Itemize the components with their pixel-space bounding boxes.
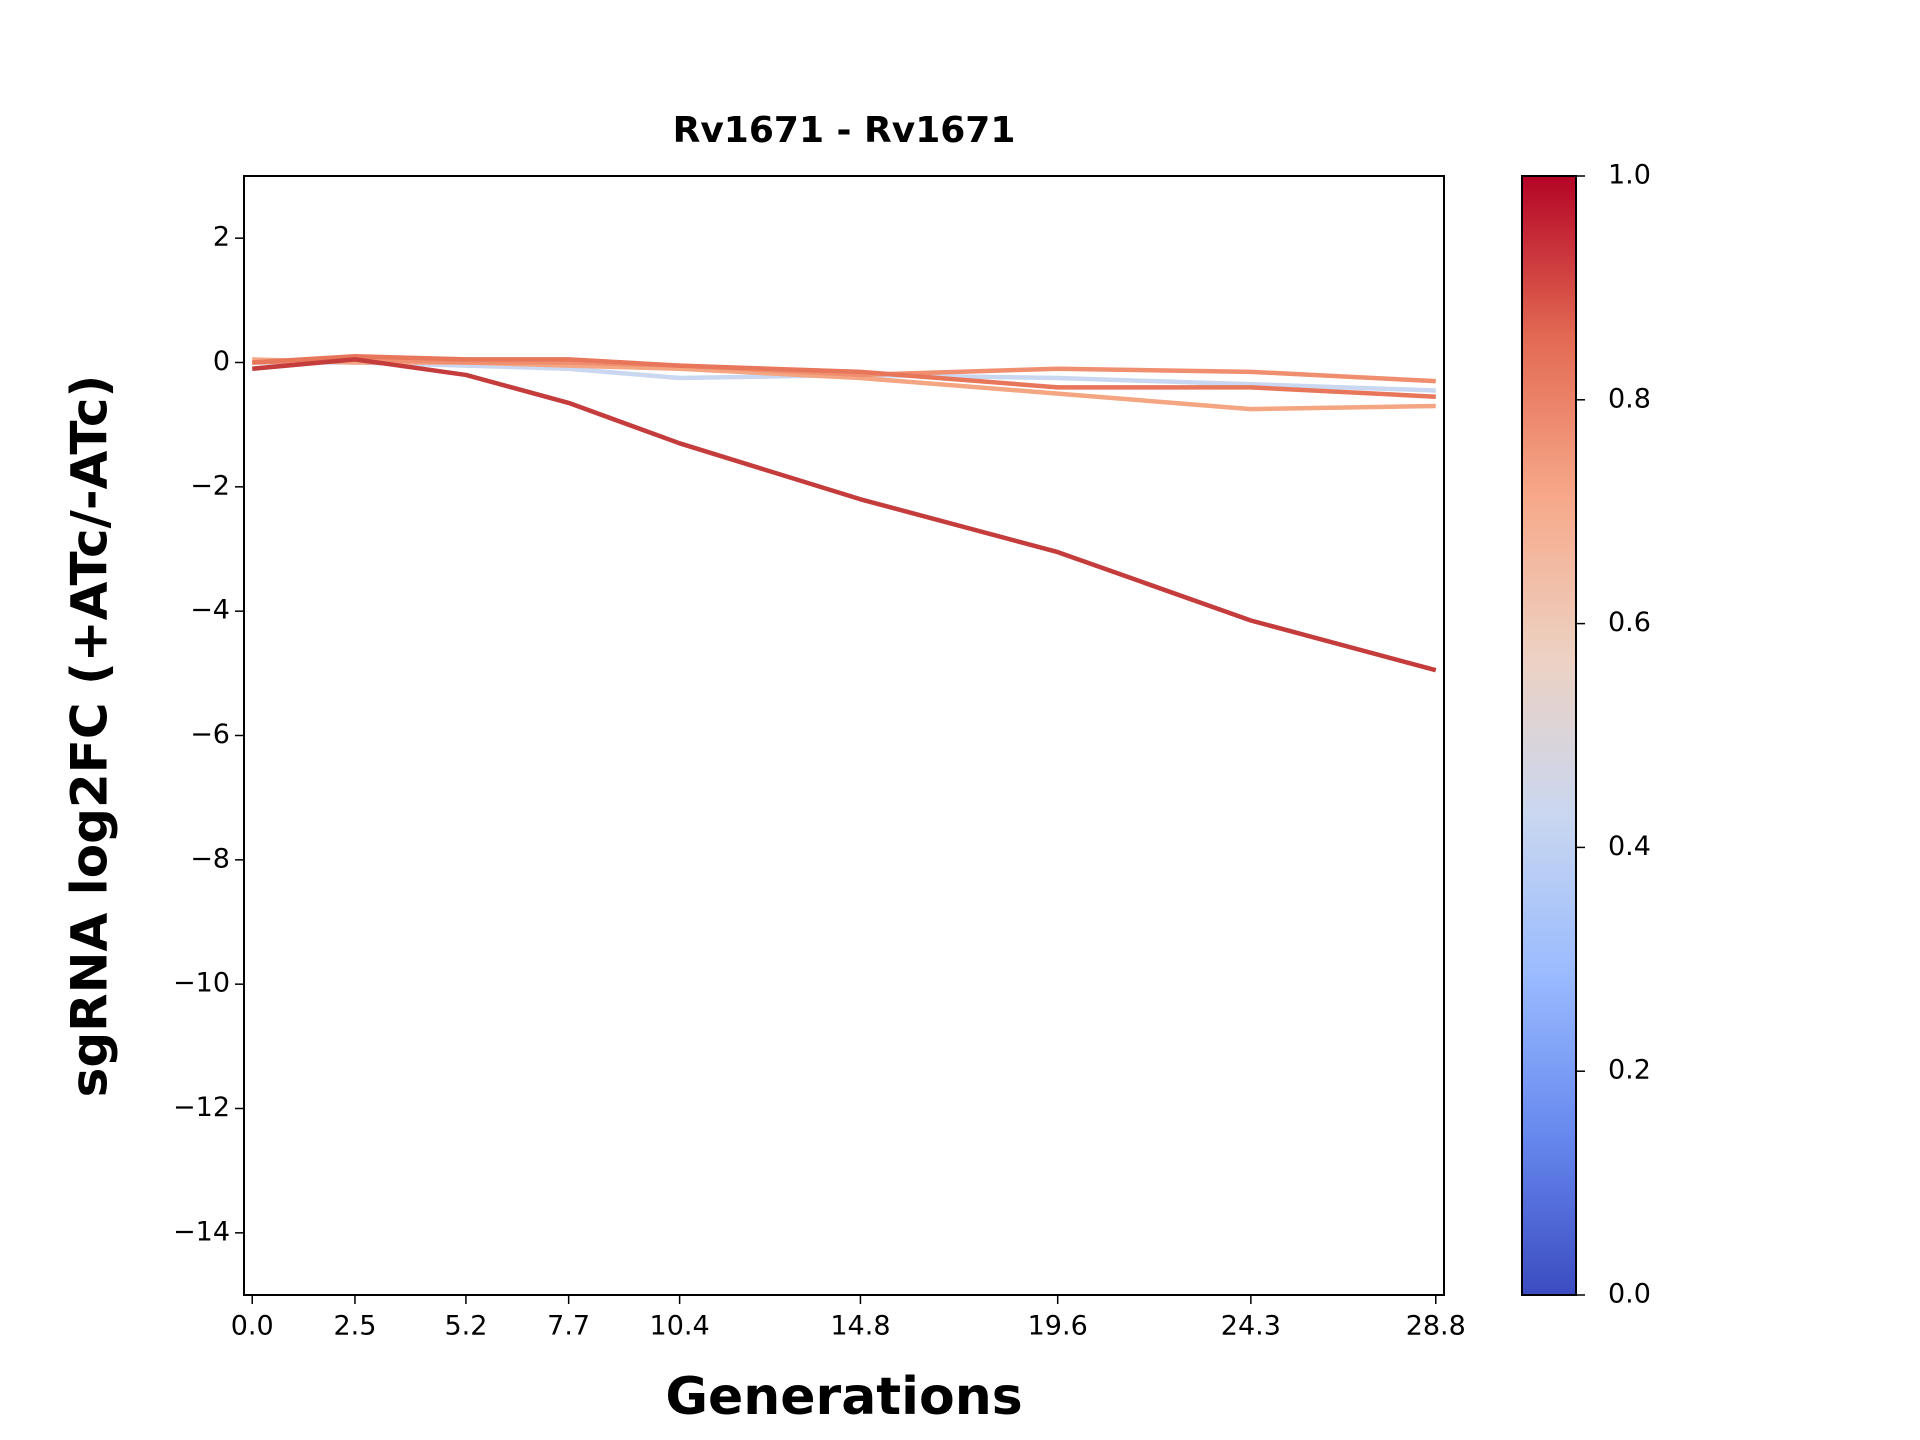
series-line [252, 357, 1437, 673]
colorbar-tick-label: 0.4 [1608, 831, 1651, 862]
y-tick-label: −8 [190, 843, 230, 874]
x-tick-label: 0.0 [231, 1311, 274, 1342]
colorbar-tick-label: 1.0 [1608, 160, 1651, 191]
y-tick-label: −12 [173, 1092, 230, 1123]
colorbar-tick-label: 0.8 [1608, 383, 1651, 414]
x-axis-label: Generations [665, 1367, 1022, 1427]
x-tick-label: 24.3 [1221, 1311, 1281, 1342]
y-tick-label: −10 [173, 968, 230, 999]
colorbar [1521, 175, 1577, 1296]
colorbar-tick-label: 0.2 [1608, 1055, 1651, 1086]
colorbar-tick-label: 0.6 [1608, 607, 1651, 638]
x-tick-label: 14.8 [830, 1311, 890, 1342]
plot-frame [243, 175, 1445, 1296]
x-tick-label: 7.7 [547, 1311, 590, 1342]
y-tick-label: −4 [190, 595, 230, 626]
y-tick-label: 2 [213, 222, 230, 253]
x-tick-label: 2.5 [333, 1311, 376, 1342]
colorbar-tick-label: 0.0 [1608, 1279, 1651, 1310]
y-tick-label: 0 [213, 346, 230, 377]
y-tick-label: −6 [190, 719, 230, 750]
x-tick-label: 5.2 [444, 1311, 487, 1342]
x-tick-label: 19.6 [1028, 1311, 1088, 1342]
y-tick-label: −14 [173, 1216, 230, 1247]
series-line [252, 354, 1436, 399]
chart-title: Rv1671 - Rv1671 [673, 110, 1016, 151]
y-axis-label: sgRNA log2FC (+ATc/-ATc) [61, 375, 119, 1098]
x-tick-label: 10.4 [650, 1311, 710, 1342]
x-tick-label: 28.8 [1406, 1311, 1466, 1342]
y-tick-label: −2 [190, 470, 230, 501]
